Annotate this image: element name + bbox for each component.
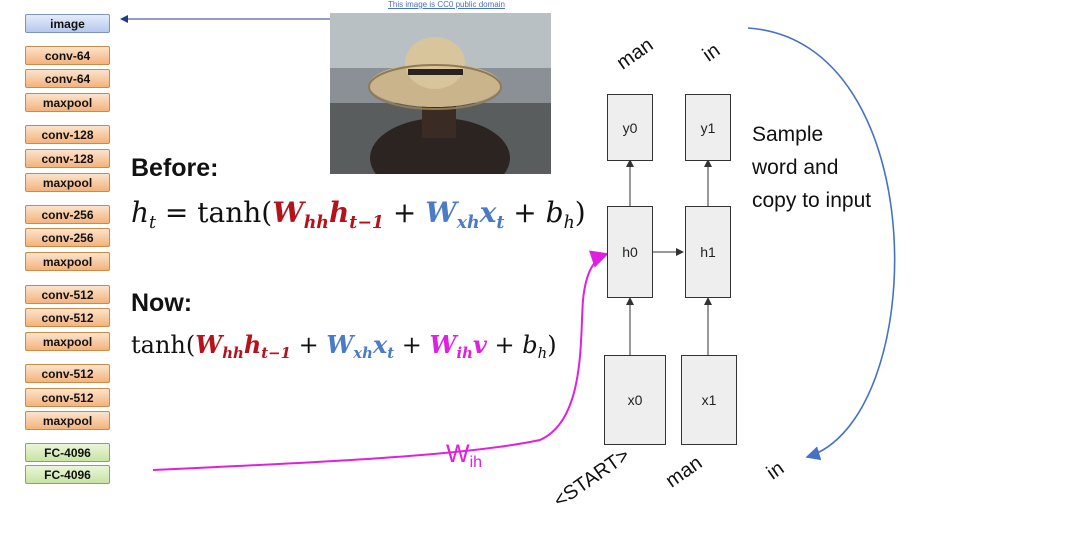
image-credit: This image is CC0 public domain [388,0,505,9]
vgg-layer: conv-64 [25,46,110,65]
sample-copy-note: Sample word and copy to input [752,123,872,212]
vgg-layer: maxpool [25,173,110,192]
input-cell-x0: x0 [604,355,666,445]
sample-copy-arrow [747,27,896,461]
before-equation: ht = tanh(Whhht−1 + Wxhxt + bh) [131,196,586,234]
now-heading: Now: [131,289,193,317]
vgg-layer-fc: FC-4096 [25,465,110,484]
hidden-cell-h0: h0 [607,206,653,298]
hidden-cell-h1: h1 [685,206,731,298]
vgg-layer: conv-512 [25,364,110,383]
vgg-layer: conv-512 [25,308,110,327]
before-heading: Before: [131,154,219,182]
vgg-layer: conv-128 [25,125,110,144]
vgg-layer: conv-256 [25,228,110,247]
vgg-layer: conv-64 [25,69,110,88]
input-cell-x1: x1 [681,355,737,445]
vgg-layer-fc: FC-4096 [25,443,110,462]
wih-label: Wih [446,440,483,471]
now-equation: tanh(Whhht−1 + Wxhxt + Wihv + bh) [131,330,557,363]
wih-arrow [152,250,609,471]
vgg-layer: maxpool [25,252,110,271]
vgg-layer: maxpool [25,411,110,430]
vgg-layer: conv-512 [25,285,110,304]
vgg-layer: conv-512 [25,388,110,407]
output-cell-y0: y0 [607,94,653,161]
vgg-layer: maxpool [25,332,110,351]
vgg-layer-image: image [25,14,110,33]
vgg-layer: conv-256 [25,205,110,224]
output-cell-y1: y1 [685,94,731,161]
photo-man-in-straw-hat [330,13,551,174]
vgg-layer: maxpool [25,93,110,112]
vgg-layer: conv-128 [25,149,110,168]
